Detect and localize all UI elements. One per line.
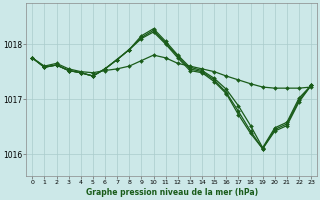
X-axis label: Graphe pression niveau de la mer (hPa): Graphe pression niveau de la mer (hPa) [86,188,258,197]
